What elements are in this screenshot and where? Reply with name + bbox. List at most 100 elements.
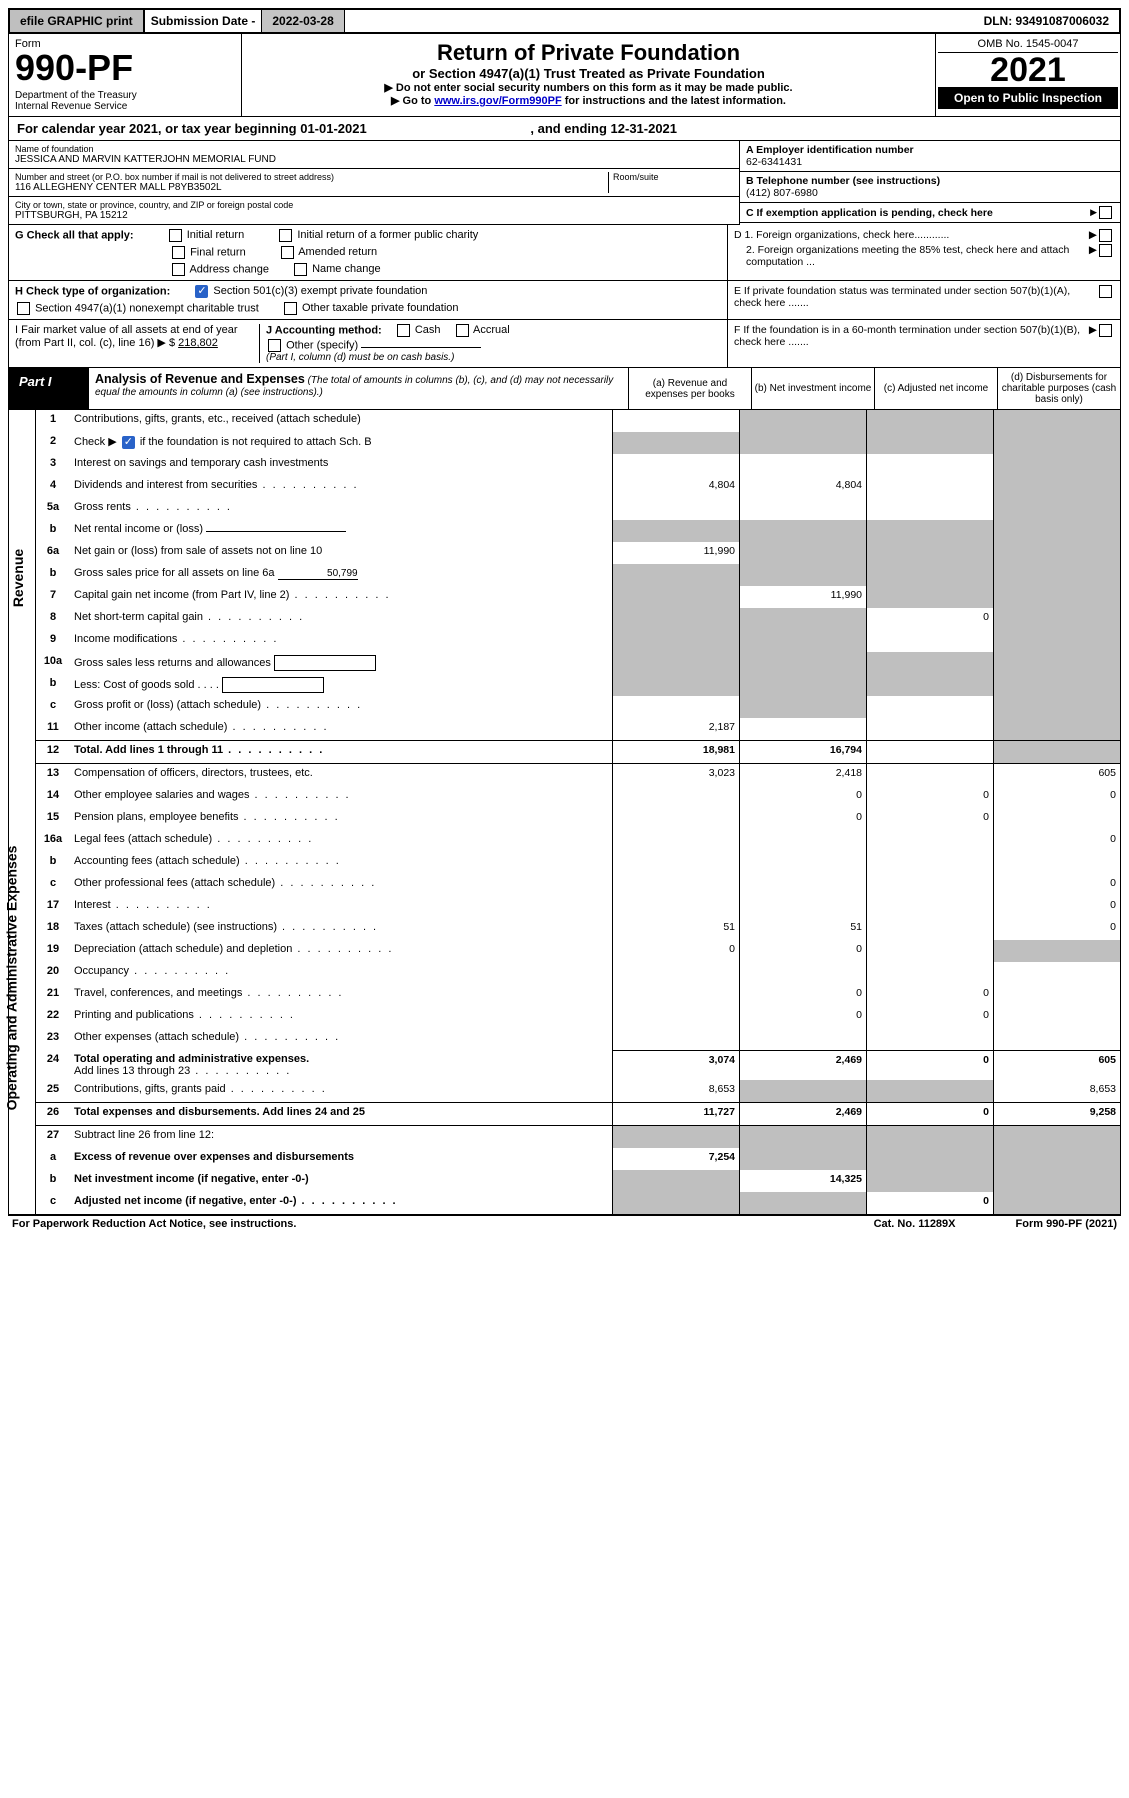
footer-catno: Cat. No. 11289X	[874, 1218, 956, 1230]
footer-paperwork: For Paperwork Reduction Act Notice, see …	[12, 1218, 296, 1230]
d2-checkbox[interactable]	[1099, 244, 1112, 257]
line-20: 20Occupancy	[36, 962, 1120, 984]
line-12: 12Total. Add lines 1 through 1118,98116,…	[36, 740, 1120, 763]
form-subtitle: or Section 4947(a)(1) Trust Treated as P…	[248, 66, 929, 81]
line-24: 24Total operating and administrative exp…	[36, 1050, 1120, 1080]
part-1-header: Part I Analysis of Revenue and Expenses …	[8, 368, 1121, 410]
phone-value: (412) 807-6980	[746, 187, 1114, 199]
j-cash-checkbox[interactable]	[397, 324, 410, 337]
col-d-header: (d) Disbursements for charitable purpose…	[997, 368, 1120, 409]
g-initial-checkbox[interactable]	[169, 229, 182, 242]
h-other-checkbox[interactable]	[284, 302, 297, 315]
ein-label: A Employer identification number	[746, 144, 1114, 156]
form-note-link: ▶ Go to www.irs.gov/Form990PF for instru…	[248, 94, 929, 107]
line-11: 11Other income (attach schedule)2,187	[36, 718, 1120, 740]
dept-irs: Internal Revenue Service	[15, 101, 235, 112]
dept-treasury: Department of the Treasury	[15, 90, 235, 101]
room-label: Room/suite	[613, 172, 733, 182]
line-16c: cOther professional fees (attach schedul…	[36, 874, 1120, 896]
efile-button[interactable]: efile GRAPHIC print	[10, 10, 145, 32]
g-amended-checkbox[interactable]	[281, 246, 294, 259]
c-checkbox[interactable]	[1099, 206, 1112, 219]
line-19: 19Depreciation (attach schedule) and dep…	[36, 940, 1120, 962]
section-g-d: G Check all that apply: Initial return I…	[8, 225, 1121, 281]
line-6b: bGross sales price for all assets on lin…	[36, 564, 1120, 586]
footer-form: Form 990-PF (2021)	[1016, 1218, 1117, 1230]
irs-link[interactable]: www.irs.gov/Form990PF	[434, 95, 561, 107]
line-22: 22Printing and publications00	[36, 1006, 1120, 1028]
line-27a: aExcess of revenue over expenses and dis…	[36, 1148, 1120, 1170]
page-footer: For Paperwork Reduction Act Notice, see …	[8, 1215, 1121, 1232]
h-501c3-checkbox[interactable]	[195, 285, 208, 298]
section-i-j-f: I Fair market value of all assets at end…	[8, 320, 1121, 368]
d2-label: 2. Foreign organizations meeting the 85%…	[734, 244, 1089, 268]
e-label: E If private foundation status was termi…	[734, 285, 1097, 309]
line-15: 15Pension plans, employee benefits00	[36, 808, 1120, 830]
part-1-label: Part I	[9, 368, 89, 409]
foundation-name: JESSICA AND MARVIN KATTERJOHN MEMORIAL F…	[15, 154, 733, 165]
line-3: 3Interest on savings and temporary cash …	[36, 454, 1120, 476]
g-initial-former-checkbox[interactable]	[279, 229, 292, 242]
col-c-header: (c) Adjusted net income	[874, 368, 997, 409]
line-16a: 16aLegal fees (attach schedule)0	[36, 830, 1120, 852]
line-16b: bAccounting fees (attach schedule)	[36, 852, 1120, 874]
g-final-checkbox[interactable]	[172, 246, 185, 259]
name-label: Name of foundation	[15, 144, 733, 154]
top-bar: efile GRAPHIC print Submission Date - 20…	[8, 8, 1121, 34]
line-27b: bNet investment income (if negative, ent…	[36, 1170, 1120, 1192]
line-4: 4Dividends and interest from securities4…	[36, 476, 1120, 498]
line-7: 7Capital gain net income (from Part IV, …	[36, 586, 1120, 608]
line-8: 8Net short-term capital gain0	[36, 608, 1120, 630]
ein-value: 62-6341431	[746, 156, 1114, 168]
form-title: Return of Private Foundation	[248, 40, 929, 66]
i-value: 218,802	[178, 337, 218, 349]
e-checkbox[interactable]	[1099, 285, 1112, 298]
form-number: 990-PF	[15, 50, 235, 86]
part-1-table: Revenue Operating and Administrative Exp…	[8, 410, 1121, 1215]
submission-label: Submission Date -	[145, 10, 262, 32]
line-21: 21Travel, conferences, and meetings00	[36, 984, 1120, 1006]
j-accrual-checkbox[interactable]	[456, 324, 469, 337]
g-label: G Check all that apply:	[15, 229, 134, 241]
line-10a: 10aGross sales less returns and allowanc…	[36, 652, 1120, 674]
j-label: J Accounting method:	[266, 324, 382, 336]
line-27c: cAdjusted net income (if negative, enter…	[36, 1192, 1120, 1214]
line-5b: bNet rental income or (loss)	[36, 520, 1120, 542]
calendar-year-row: For calendar year 2021, or tax year begi…	[8, 117, 1121, 141]
foundation-city: PITTSBURGH, PA 15212	[15, 210, 733, 221]
d1-label: D 1. Foreign organizations, check here..…	[734, 229, 1089, 242]
g-name-checkbox[interactable]	[294, 263, 307, 276]
side-labels: Revenue Operating and Administrative Exp…	[9, 410, 36, 1214]
foundation-address: 116 ALLEGHENY CENTER MALL P8YB3502L	[15, 182, 608, 193]
line-9: 9Income modifications	[36, 630, 1120, 652]
line-5a: 5aGross rents	[36, 498, 1120, 520]
g-addr-checkbox[interactable]	[172, 263, 185, 276]
part-1-title: Analysis of Revenue and Expenses	[95, 372, 305, 386]
d1-checkbox[interactable]	[1099, 229, 1112, 242]
col-b-header: (b) Net investment income	[751, 368, 874, 409]
line-1: 1Contributions, gifts, grants, etc., rec…	[36, 410, 1120, 432]
addr-label: Number and street (or P.O. box number if…	[15, 172, 608, 182]
line-26: 26Total expenses and disbursements. Add …	[36, 1102, 1120, 1125]
c-exemption-label: C If exemption application is pending, c…	[746, 207, 1090, 219]
line-27: 27Subtract line 26 from line 12:	[36, 1125, 1120, 1148]
open-inspection: Open to Public Inspection	[938, 87, 1118, 109]
j-other-checkbox[interactable]	[268, 339, 281, 352]
line-2: 2Check ▶ if the foundation is not requir…	[36, 432, 1120, 454]
tax-year: 2021	[938, 53, 1118, 87]
city-label: City or town, state or province, country…	[15, 200, 733, 210]
line-25: 25Contributions, gifts, grants paid8,653…	[36, 1080, 1120, 1102]
col-a-header: (a) Revenue and expenses per books	[628, 368, 751, 409]
line-18: 18Taxes (attach schedule) (see instructi…	[36, 918, 1120, 940]
foundation-info: Name of foundation JESSICA AND MARVIN KA…	[8, 141, 1121, 225]
line-6a: 6aNet gain or (loss) from sale of assets…	[36, 542, 1120, 564]
h-label: H Check type of organization:	[15, 285, 170, 297]
h-4947-checkbox[interactable]	[17, 302, 30, 315]
form-note-ssn: ▶ Do not enter social security numbers o…	[248, 81, 929, 94]
line-23: 23Other expenses (attach schedule)	[36, 1028, 1120, 1050]
j-note: (Part I, column (d) must be on cash basi…	[266, 352, 721, 363]
section-h-e: H Check type of organization: Section 50…	[8, 281, 1121, 320]
dln: DLN: 93491087006032	[974, 10, 1119, 32]
line-2-checkbox[interactable]	[122, 436, 135, 449]
f-checkbox[interactable]	[1099, 324, 1112, 337]
